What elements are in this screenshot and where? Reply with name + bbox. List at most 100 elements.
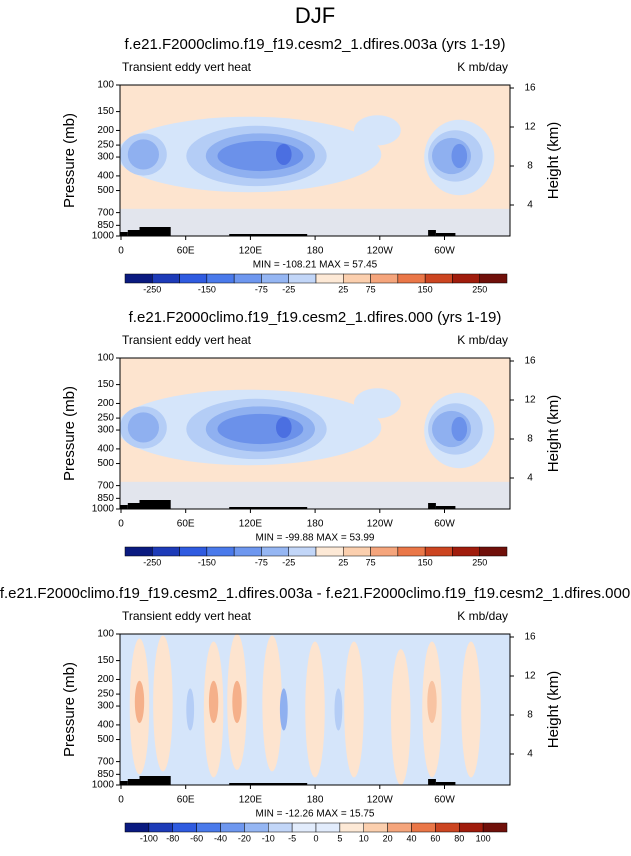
colorbar-box	[435, 822, 460, 833]
colorbar-label: -75	[255, 284, 268, 294]
y-tick-label: 100	[97, 353, 114, 364]
y2-axis-label: Height (km)	[545, 122, 562, 200]
y-tick-label: 1000	[92, 780, 115, 791]
y-tick-label: 500	[97, 734, 114, 745]
colorbar-label: 0	[313, 833, 318, 843]
colorbar-box	[206, 546, 235, 557]
colorbar-label: -5	[288, 833, 296, 843]
panel-right-label: K mb/day	[457, 60, 508, 74]
y2-tick-label: 12	[524, 671, 536, 682]
topography	[139, 227, 171, 236]
contour-field	[120, 358, 510, 509]
contour-blob	[391, 649, 411, 785]
colorbar-box	[268, 822, 293, 833]
contour-blob	[276, 416, 292, 439]
y-tick-label: 400	[97, 444, 114, 455]
y-tick-label: 100	[97, 80, 114, 91]
colorbar-box	[233, 546, 262, 557]
colorbar-box	[479, 273, 508, 284]
topography	[229, 234, 308, 236]
colorbar-box	[315, 273, 344, 284]
y2-tick-label: 8	[527, 161, 533, 172]
contour-blob	[232, 680, 242, 724]
contour-blob	[134, 680, 145, 724]
panel-title: f.e21.F2000climo.f19_f19.cesm2_1.dfires.…	[124, 36, 505, 53]
low-band	[120, 481, 510, 509]
colorbar-box	[424, 273, 453, 284]
colorbar-box	[291, 822, 317, 833]
x-tick-label: 60W	[434, 246, 455, 257]
stats: MIN = -99.88 MAX = 53.99	[256, 533, 375, 544]
y-axis-label: Pressure (mb)	[61, 386, 78, 481]
x-tick-label: 180	[307, 795, 324, 806]
colorbar-label: -150	[198, 284, 216, 294]
topography	[120, 232, 128, 236]
y-tick-label: 100	[97, 629, 114, 640]
y-tick-label: 400	[97, 171, 114, 182]
y-tick-label: 300	[97, 425, 114, 436]
colorbar-box	[206, 273, 235, 284]
topography	[139, 500, 171, 509]
colorbar-box	[179, 273, 208, 284]
panel-title: f.e21.F2000climo.f19_f19.cesm2_1.dfires.…	[0, 585, 630, 602]
panel-left-label: Transient eddy vert heat	[122, 333, 252, 347]
topography	[127, 230, 144, 236]
colorbar-label: 75	[366, 557, 376, 567]
colorbar-label: -25	[282, 284, 295, 294]
colorbar-box	[124, 546, 153, 557]
contour-field	[120, 634, 510, 785]
contour-blob	[334, 688, 343, 731]
y-tick-label: 250	[97, 140, 114, 151]
contour-blob	[279, 688, 288, 731]
y-tick-label: 200	[97, 125, 114, 136]
contour-blob	[276, 143, 292, 166]
topography	[435, 782, 456, 785]
figure-title: DJF	[295, 3, 335, 28]
colorbar-label: -20	[238, 833, 251, 843]
colorbar-box	[148, 822, 173, 833]
colorbar-box	[343, 546, 371, 557]
panel-left-label: Transient eddy vert heat	[122, 60, 252, 74]
topography	[229, 783, 308, 785]
x-tick-label: 120E	[239, 246, 263, 257]
panel-title: f.e21.F2000climo.f19_f19.cesm2_1.dfires.…	[129, 309, 502, 326]
colorbar-box	[343, 273, 371, 284]
topography	[435, 233, 456, 236]
colorbar-box	[479, 546, 508, 557]
colorbar-box	[370, 273, 399, 284]
y-tick-label: 150	[97, 106, 114, 117]
colorbar-box	[363, 822, 388, 833]
colorbar-box	[315, 822, 341, 833]
y-tick-label: 300	[97, 152, 114, 163]
y2-tick-label: 12	[524, 395, 536, 406]
x-tick-label: 60E	[177, 246, 195, 257]
topography	[120, 505, 128, 509]
colorbar-box	[152, 546, 180, 557]
colorbar-label: 80	[454, 833, 464, 843]
y-tick-label: 150	[97, 655, 114, 666]
y-tick-label: 700	[97, 756, 114, 767]
colorbar-label: -250	[143, 557, 161, 567]
contour-blob	[427, 680, 437, 724]
colorbar-label: 40	[406, 833, 416, 843]
topography	[127, 503, 144, 509]
colorbar-label: -10	[262, 833, 275, 843]
colorbar-box	[452, 546, 480, 557]
colorbar-box	[124, 273, 153, 284]
y-tick-label: 200	[97, 398, 114, 409]
stats: MIN = -12.26 MAX = 15.75	[256, 809, 375, 820]
contour-blob	[461, 641, 481, 778]
x-tick-label: 180	[307, 246, 324, 257]
contour-blob	[354, 115, 401, 146]
x-tick-label: 120E	[239, 519, 263, 530]
y-tick-label: 850	[97, 220, 114, 231]
colorbar-label: -75	[255, 557, 268, 567]
y-tick-label: 300	[97, 701, 114, 712]
colorbar-box	[411, 822, 436, 833]
x-tick-label: 60E	[177, 519, 195, 530]
x-tick-label: 180	[307, 519, 324, 530]
x-tick-label: 120E	[239, 795, 263, 806]
colorbar-box	[370, 546, 399, 557]
colorbar-label: -100	[140, 833, 158, 843]
